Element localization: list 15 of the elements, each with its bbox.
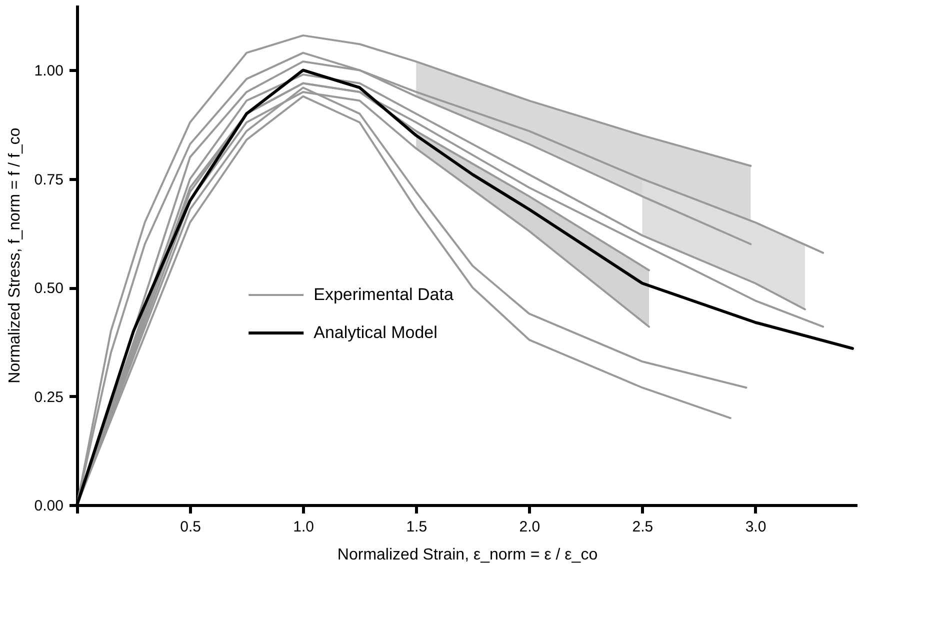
x-tick-label: 3.0 xyxy=(745,518,766,536)
y-tick-label: 0.50 xyxy=(34,280,64,298)
x-tick-label: 2.0 xyxy=(519,518,540,536)
y-tick-label: 0.00 xyxy=(34,498,64,514)
x-tick-label: 0.5 xyxy=(180,518,201,536)
legend-label: Analytical Model xyxy=(314,323,438,342)
x-tick-label: 2.5 xyxy=(632,518,654,536)
legend-label: Experimental Data xyxy=(314,285,454,304)
x-tick-label: 1.0 xyxy=(293,518,314,536)
x-axis-title: Normalized Strain, ε_norm = ε / ε_co xyxy=(337,546,598,564)
y-tick-label: 0.25 xyxy=(34,388,64,406)
x-tick-label: 1.5 xyxy=(406,518,428,536)
y-tick-label: 0.75 xyxy=(34,171,64,188)
y-axis-title: Normalized Stress, f_norm = f / f_co xyxy=(6,128,24,384)
y-tick-label: 1.00 xyxy=(34,62,64,80)
